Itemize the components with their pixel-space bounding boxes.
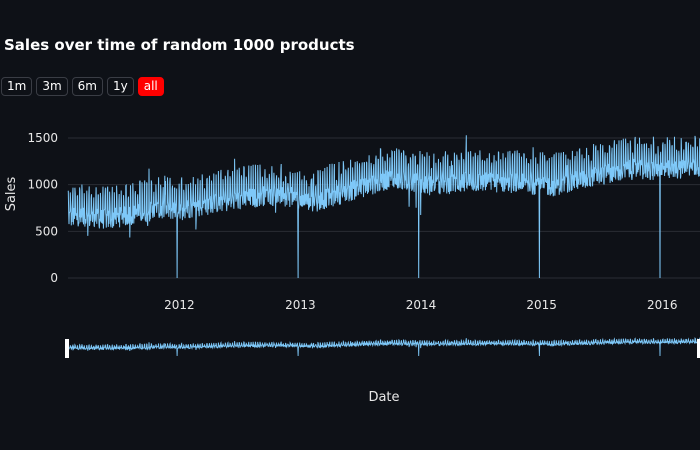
x-tick-label: 2013 bbox=[285, 298, 316, 312]
range-button-all[interactable]: all bbox=[137, 77, 164, 96]
x-axis-title: Date bbox=[368, 390, 399, 405]
x-tick-label: 2016 bbox=[647, 298, 678, 312]
range-button-1m[interactable]: 1m bbox=[1, 77, 33, 96]
range-slider-right-handle[interactable] bbox=[697, 339, 700, 358]
range-selector: 1m 3m 6m 1y all bbox=[1, 77, 164, 96]
range-slider[interactable] bbox=[65, 337, 700, 358]
x-axis-ticks: 2012 2013 2014 2015 2016 bbox=[164, 298, 677, 312]
range-button-6m[interactable]: 6m bbox=[71, 77, 103, 96]
sales-series-line bbox=[67, 135, 700, 279]
range-slider-left-handle[interactable] bbox=[65, 339, 69, 358]
y-axis-title: Sales bbox=[4, 176, 19, 211]
y-tick-label: 500 bbox=[35, 224, 58, 238]
chart-title: Sales over time of random 1000 products bbox=[4, 36, 355, 54]
x-tick-label: 2014 bbox=[406, 298, 437, 312]
range-slider-preview-line bbox=[67, 337, 700, 357]
y-tick-label: 1500 bbox=[27, 131, 58, 145]
x-tick-label: 2012 bbox=[164, 298, 195, 312]
x-tick-label: 2015 bbox=[526, 298, 557, 312]
range-button-3m[interactable]: 3m bbox=[36, 77, 68, 96]
y-tick-label: 1000 bbox=[27, 178, 58, 192]
y-axis-ticks: 0 500 1000 1500 bbox=[27, 131, 58, 285]
range-button-1y[interactable]: 1y bbox=[106, 77, 134, 96]
y-tick-label: 0 bbox=[50, 271, 58, 285]
